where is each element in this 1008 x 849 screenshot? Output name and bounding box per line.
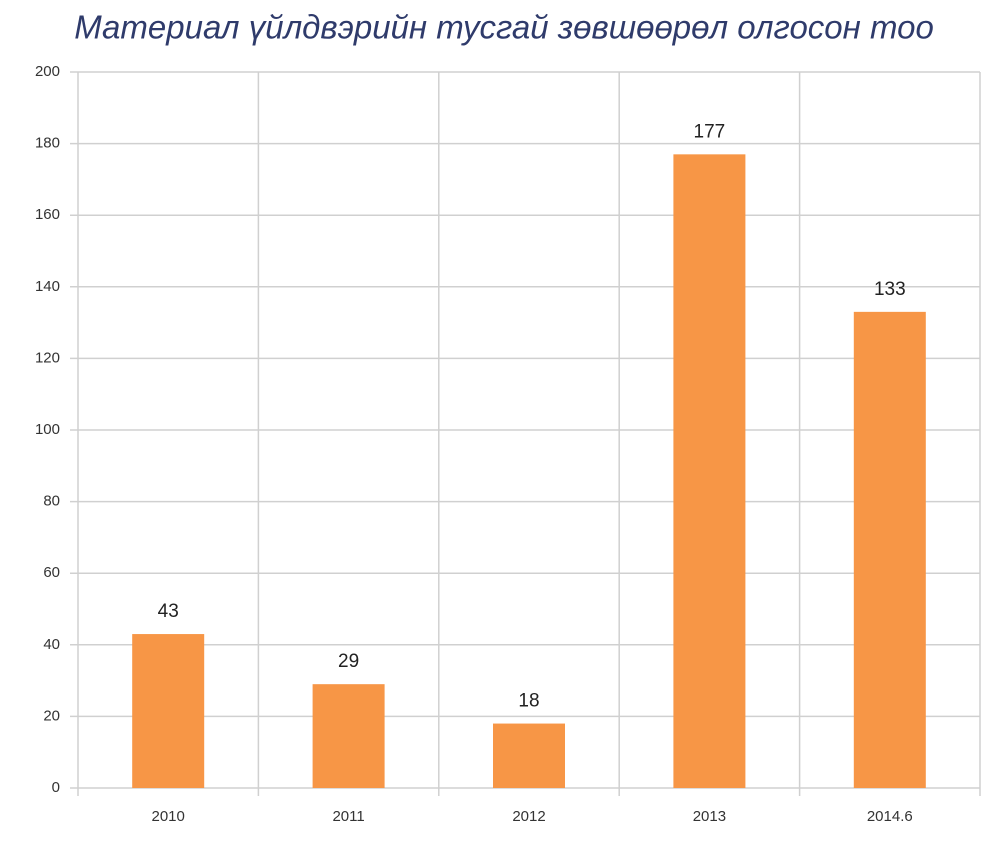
value-label: 133 xyxy=(874,279,906,300)
x-tick-label: 2011 xyxy=(332,808,364,825)
x-tick-label: 2012 xyxy=(512,808,545,825)
x-tick-label: 2014.6 xyxy=(867,808,913,825)
value-label: 177 xyxy=(694,121,726,142)
bar xyxy=(312,684,385,788)
y-tick-label: 100 xyxy=(35,421,60,438)
bar xyxy=(853,311,926,788)
y-tick-label: 60 xyxy=(43,564,60,581)
value-label: 29 xyxy=(338,651,359,672)
y-tick-label: 140 xyxy=(35,278,60,295)
bar xyxy=(132,634,205,788)
y-tick-label: 0 xyxy=(52,779,60,796)
y-tick-label: 120 xyxy=(35,349,60,366)
y-tick-label: 180 xyxy=(35,135,60,152)
bar xyxy=(673,154,746,789)
y-tick-label: 160 xyxy=(35,206,60,223)
y-tick-label: 20 xyxy=(43,707,60,724)
value-label: 43 xyxy=(158,601,179,622)
bar xyxy=(493,723,565,788)
chart-title: Материал үйлдвэрийн тусгай зөвшөөрөл олг… xyxy=(74,9,934,46)
y-tick-label: 80 xyxy=(43,493,60,510)
x-tick-label: 2013 xyxy=(693,808,726,825)
value-label: 18 xyxy=(518,691,539,712)
y-tick-label: 200 xyxy=(35,63,60,80)
y-tick-label: 40 xyxy=(43,636,60,653)
x-tick-label: 2010 xyxy=(152,808,185,825)
